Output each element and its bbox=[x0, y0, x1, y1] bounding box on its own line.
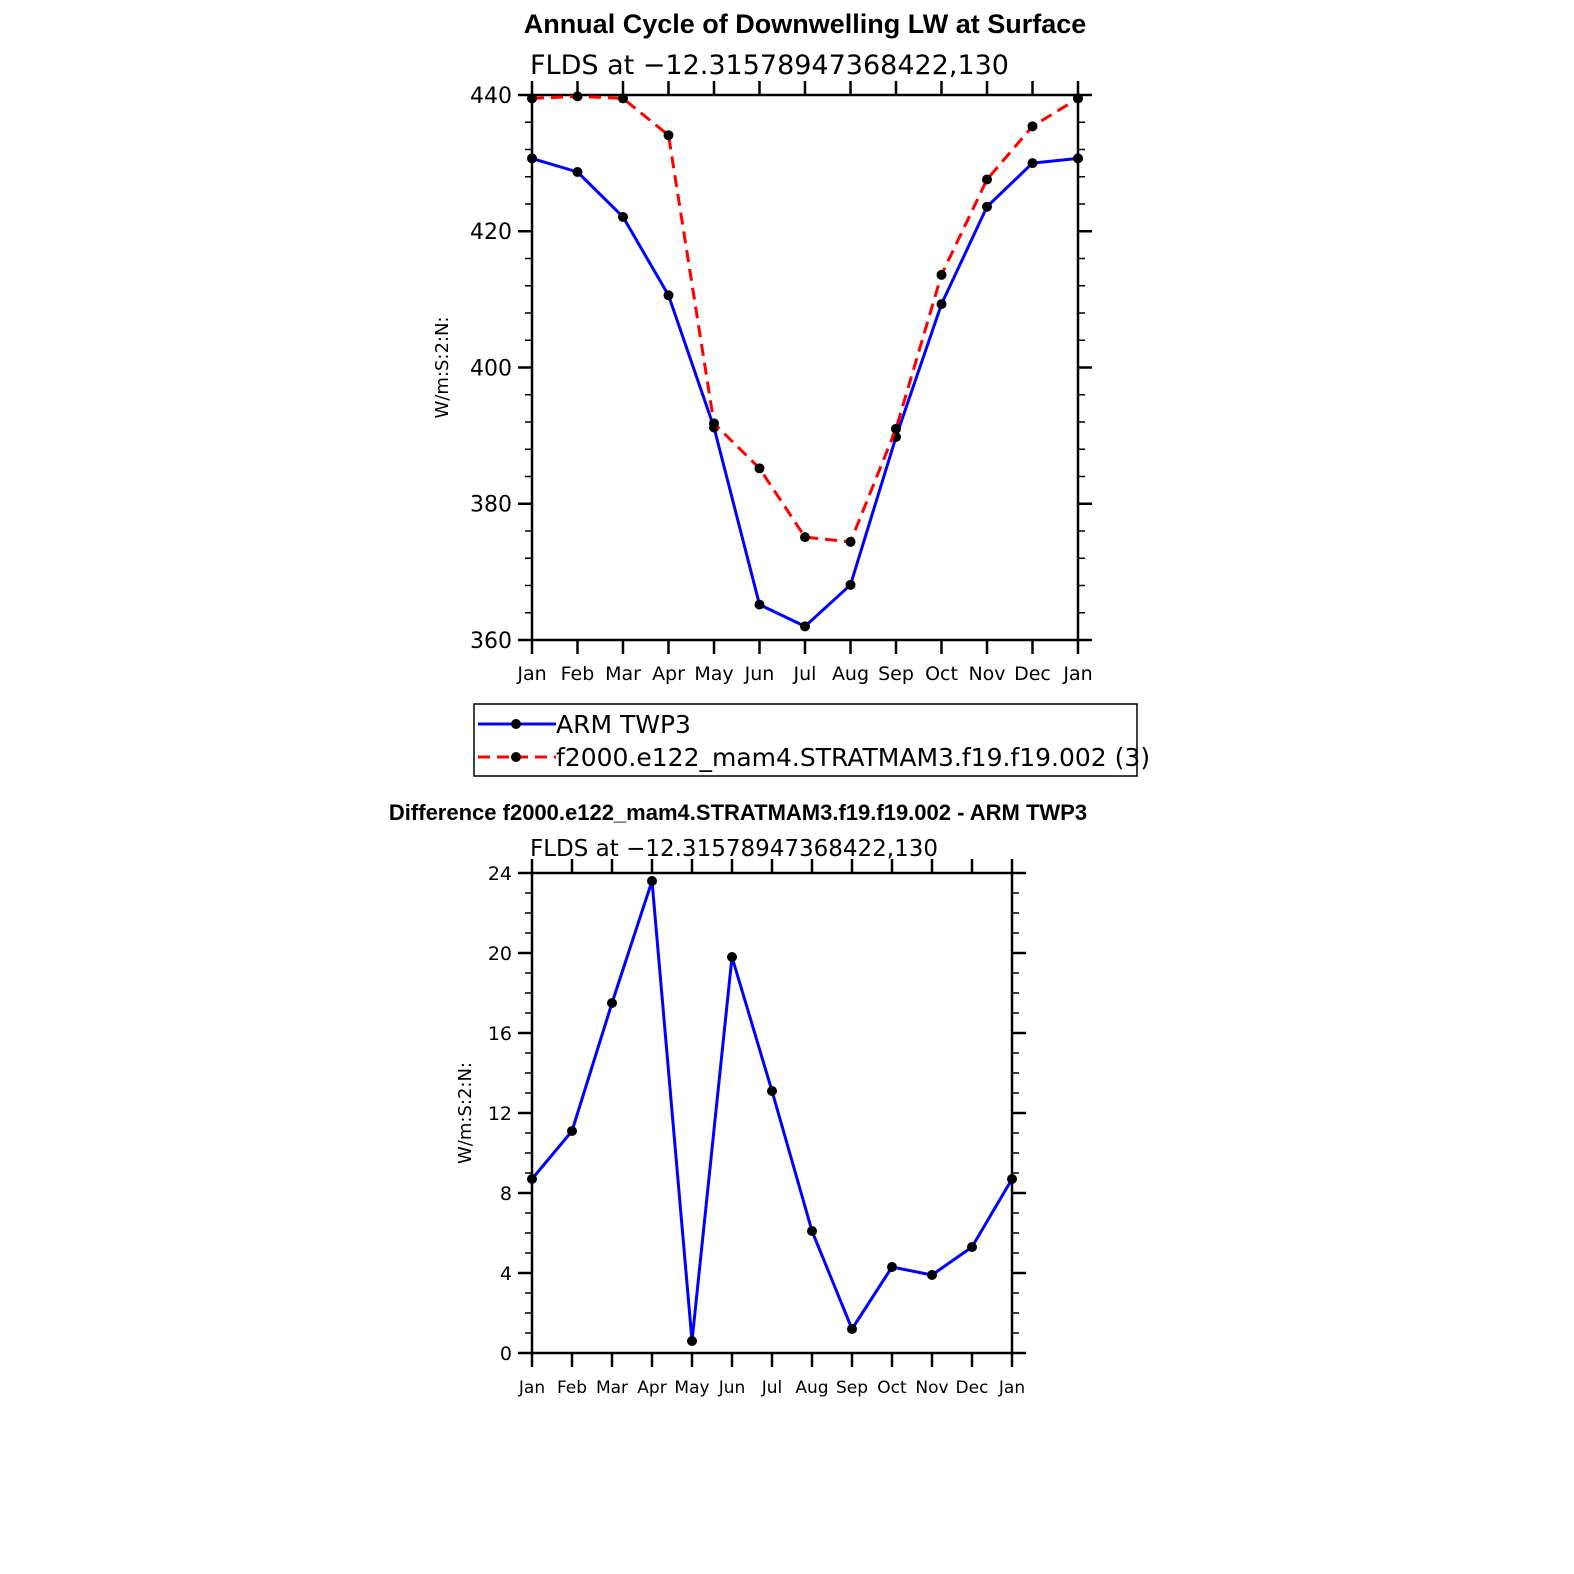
chart-2: Difference f2000.e122_mam4.STRATMAM3.f19… bbox=[389, 800, 1087, 1398]
data-point bbox=[709, 418, 719, 429]
x-tick-label: Sep bbox=[878, 663, 914, 685]
y-tick-label: 440 bbox=[470, 84, 512, 109]
legend-box bbox=[473, 703, 1138, 777]
y-axis-label: W/m:S:2:N: bbox=[455, 1062, 476, 1164]
x-tick-label: Feb bbox=[557, 1378, 587, 1398]
data-point bbox=[567, 1126, 577, 1136]
y-tick-label: 16 bbox=[488, 1023, 512, 1045]
x-tick-label: Sep bbox=[836, 1378, 868, 1398]
data-point bbox=[845, 536, 856, 547]
chart-title: Difference f2000.e122_mam4.STRATMAM3.f19… bbox=[389, 800, 1087, 825]
data-point bbox=[618, 211, 628, 222]
series-line-1 bbox=[530, 879, 1014, 1343]
data-point bbox=[663, 130, 674, 141]
legend-marker bbox=[511, 719, 521, 729]
y-tick-label: 0 bbox=[500, 1343, 512, 1365]
data-point bbox=[800, 532, 810, 543]
x-tick-label: Nov bbox=[915, 1378, 948, 1398]
x-tick-label: Oct bbox=[925, 663, 958, 685]
data-point bbox=[891, 423, 901, 434]
data-point bbox=[754, 599, 765, 610]
x-tick-label: Jun bbox=[744, 663, 775, 685]
x-tick-label: Apr bbox=[652, 663, 685, 685]
x-tick-label: Feb bbox=[561, 663, 595, 685]
x-tick-label: Aug bbox=[832, 663, 869, 685]
data-point bbox=[527, 93, 537, 104]
data-point bbox=[767, 1086, 777, 1096]
data-point bbox=[1027, 121, 1038, 132]
y-tick-label: 360 bbox=[470, 629, 512, 654]
data-point bbox=[982, 174, 992, 185]
x-tick-label: May bbox=[694, 663, 733, 685]
y-tick-label: 400 bbox=[470, 356, 512, 381]
x-tick-label: Mar bbox=[605, 663, 641, 685]
legend-label-2: f2000.e122_mam4.STRATMAM3.f19.f19.002 (3… bbox=[556, 743, 1150, 772]
data-point bbox=[982, 201, 992, 212]
data-point bbox=[847, 1324, 857, 1334]
series-line-2 bbox=[531, 94, 1079, 544]
chart-title: Annual Cycle of Downwelling LW at Surfac… bbox=[524, 9, 1087, 39]
y-axis-label: W/m:S:2:N: bbox=[432, 317, 453, 419]
data-point bbox=[727, 952, 737, 962]
data-point bbox=[927, 1270, 937, 1280]
x-tick-label: Apr bbox=[637, 1378, 666, 1398]
data-point bbox=[845, 579, 856, 590]
data-point bbox=[1027, 158, 1038, 169]
plot-frame bbox=[530, 93, 1080, 642]
data-point bbox=[647, 876, 657, 886]
x-tick-label: Mar bbox=[596, 1378, 628, 1398]
y-tick-label: 24 bbox=[488, 863, 512, 885]
data-point bbox=[607, 998, 617, 1008]
legend-marker bbox=[511, 752, 521, 762]
data-point bbox=[572, 91, 583, 102]
y-tick-label: 12 bbox=[488, 1103, 512, 1125]
x-tick-label: May bbox=[674, 1378, 709, 1398]
x-tick-label: Dec bbox=[956, 1378, 989, 1398]
data-point bbox=[618, 93, 628, 104]
data-point bbox=[527, 1174, 537, 1184]
y-tick-label: 4 bbox=[500, 1263, 512, 1285]
x-tick-label: Nov bbox=[968, 663, 1005, 685]
x-tick-label: Oct bbox=[877, 1378, 907, 1398]
data-point bbox=[807, 1226, 817, 1236]
x-tick-label: Jan bbox=[1062, 663, 1092, 685]
data-point bbox=[1007, 1174, 1017, 1184]
x-tick-label: Jun bbox=[718, 1378, 746, 1398]
y-tick-label: 380 bbox=[470, 493, 512, 518]
legend: ARM TWP3 f2000.e122_mam4.STRATMAM3.f19.f1… bbox=[473, 703, 1150, 777]
data-point bbox=[1073, 93, 1083, 104]
x-tick-label: Dec bbox=[1014, 663, 1051, 685]
data-point bbox=[572, 166, 583, 177]
plot-frame bbox=[530, 871, 1014, 1355]
legend-label-1: ARM TWP3 bbox=[556, 710, 691, 739]
chart-subtitle: FLDS at −12.31578947368422,130 bbox=[530, 836, 938, 862]
x-tick-label: Jan bbox=[516, 663, 546, 685]
y-tick-label: 8 bbox=[500, 1183, 512, 1205]
data-point bbox=[754, 463, 765, 474]
chart-1: Annual Cycle of Downwelling LW at Surfac… bbox=[432, 9, 1150, 777]
x-tick-label: Jan bbox=[998, 1378, 1025, 1398]
data-point bbox=[887, 1262, 897, 1272]
series-line-1 bbox=[531, 156, 1079, 628]
y-tick-label: 20 bbox=[488, 943, 512, 965]
data-point bbox=[527, 153, 537, 164]
x-tick-label: Jan bbox=[518, 1378, 545, 1398]
data-point bbox=[936, 269, 947, 280]
data-point bbox=[936, 299, 947, 310]
x-tick-label: Aug bbox=[795, 1378, 828, 1398]
data-point bbox=[687, 1336, 697, 1346]
data-point bbox=[800, 621, 810, 632]
data-point bbox=[1073, 153, 1083, 164]
chart-subtitle: FLDS at −12.31578947368422,130 bbox=[530, 50, 1009, 81]
x-tick-label: Jul bbox=[761, 1378, 783, 1398]
data-point bbox=[967, 1242, 977, 1252]
data-point bbox=[663, 290, 674, 301]
y-tick-label: 420 bbox=[470, 220, 512, 245]
x-tick-label: Jul bbox=[793, 663, 817, 685]
